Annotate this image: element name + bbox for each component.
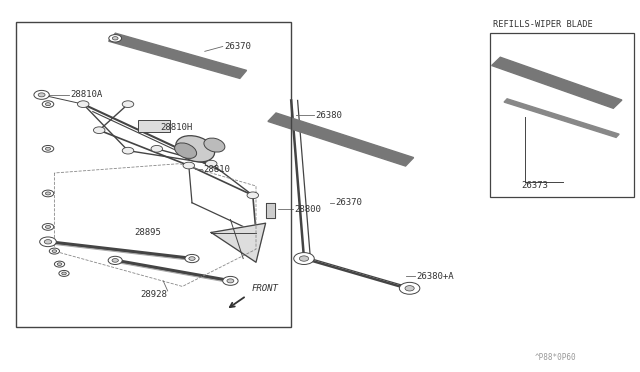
Text: 26370: 26370: [224, 42, 251, 51]
Circle shape: [61, 272, 67, 275]
Circle shape: [151, 145, 163, 152]
Polygon shape: [211, 223, 266, 262]
Circle shape: [205, 160, 217, 167]
Text: REFILLS-WIPER BLADE: REFILLS-WIPER BLADE: [493, 20, 593, 29]
Circle shape: [52, 250, 57, 253]
Circle shape: [223, 276, 238, 285]
Circle shape: [42, 101, 54, 108]
Ellipse shape: [176, 136, 214, 162]
Circle shape: [109, 35, 122, 42]
Polygon shape: [266, 203, 275, 218]
Circle shape: [93, 127, 105, 134]
Text: FRONT: FRONT: [252, 284, 278, 293]
Circle shape: [113, 37, 118, 40]
Text: ^P88*0P60: ^P88*0P60: [534, 353, 576, 362]
Circle shape: [399, 282, 420, 294]
Circle shape: [54, 261, 65, 267]
Circle shape: [227, 279, 234, 283]
Circle shape: [122, 147, 134, 154]
Circle shape: [45, 192, 51, 195]
Circle shape: [108, 256, 122, 264]
Circle shape: [45, 225, 51, 228]
Ellipse shape: [175, 143, 196, 158]
Circle shape: [42, 224, 54, 230]
Bar: [138, 120, 170, 132]
Circle shape: [405, 286, 414, 291]
Circle shape: [44, 240, 52, 244]
Text: 28810H: 28810H: [160, 123, 192, 132]
Bar: [16, 22, 291, 327]
Polygon shape: [268, 113, 413, 166]
Text: 28810A: 28810A: [70, 90, 102, 99]
Text: 28810: 28810: [203, 165, 230, 174]
Circle shape: [40, 237, 56, 247]
Circle shape: [42, 190, 54, 197]
Circle shape: [34, 90, 49, 99]
Text: 26380: 26380: [315, 111, 342, 120]
Circle shape: [59, 270, 69, 276]
Text: 26370: 26370: [335, 198, 362, 207]
Circle shape: [122, 101, 134, 108]
Circle shape: [77, 101, 89, 108]
Ellipse shape: [204, 138, 225, 152]
Circle shape: [45, 103, 51, 106]
Circle shape: [49, 248, 60, 254]
Polygon shape: [492, 57, 622, 108]
Circle shape: [183, 162, 195, 169]
Text: 28928: 28928: [141, 290, 168, 299]
Circle shape: [185, 254, 199, 263]
Circle shape: [57, 263, 62, 266]
Text: 28800: 28800: [294, 205, 321, 214]
Text: 28895: 28895: [134, 228, 161, 237]
Circle shape: [189, 257, 195, 260]
Bar: [490, 33, 634, 197]
Text: 26380+A: 26380+A: [416, 272, 454, 280]
Polygon shape: [504, 99, 619, 137]
Circle shape: [294, 253, 314, 264]
Circle shape: [38, 93, 45, 97]
Circle shape: [300, 256, 308, 261]
Polygon shape: [109, 33, 246, 78]
Circle shape: [42, 145, 54, 152]
Circle shape: [45, 147, 51, 150]
Text: 26373: 26373: [522, 181, 548, 190]
Circle shape: [112, 259, 118, 262]
Circle shape: [247, 192, 259, 199]
